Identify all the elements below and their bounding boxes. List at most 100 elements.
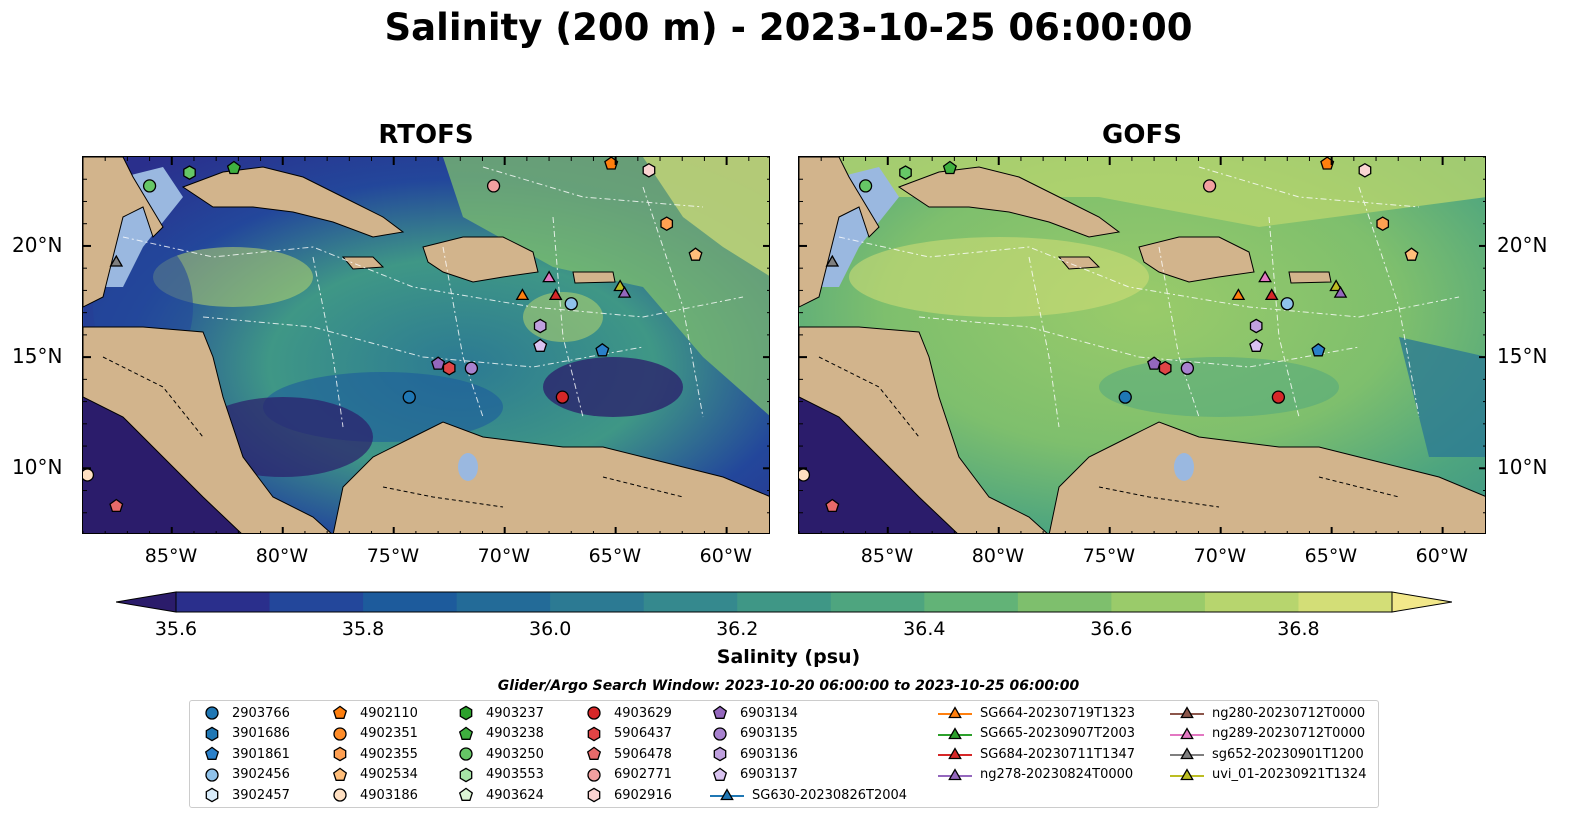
lon-tick-label: 85°W <box>860 545 914 567</box>
legend-label: 4903237 <box>486 705 544 721</box>
triangle-marker-icon <box>1170 747 1204 760</box>
float-marker <box>1404 247 1419 261</box>
legend-item: 6903134 <box>710 703 798 723</box>
lat-tick-label-left: 20°N <box>12 232 63 257</box>
legend-item: SG665-20230907T2003 <box>938 724 1135 744</box>
legend-item: 5906478 <box>584 744 672 764</box>
legend-item: ng280-20230712T0000 <box>1170 703 1365 723</box>
float-marker <box>1311 342 1326 357</box>
colorbar-tick-label: 36.0 <box>528 618 572 640</box>
legend-label: uvi_01-20230921T1324 <box>1212 767 1367 782</box>
float-marker <box>533 318 547 334</box>
legend-item: 2903766 <box>202 703 290 723</box>
colorbar-cell <box>1298 592 1393 612</box>
legend-label: 6903134 <box>740 705 798 721</box>
hexagon-marker-icon <box>713 746 727 762</box>
lon-tick-label: 85°W <box>144 545 198 567</box>
legend-marker <box>587 726 601 741</box>
legend-label: 6902771 <box>614 767 672 782</box>
legend-item: 6903135 <box>710 724 798 744</box>
legend-item: 3901861 <box>202 744 290 764</box>
colorbar-cell <box>830 592 925 612</box>
triangle-marker-icon <box>938 706 972 719</box>
float-marker <box>1118 390 1132 404</box>
float-marker <box>1376 216 1390 232</box>
circle-marker-icon <box>333 726 347 741</box>
colorbar-tick-label: 35.6 <box>154 618 198 640</box>
legend-label: 4903186 <box>360 787 418 803</box>
float-marker <box>1249 318 1263 334</box>
lat-tick-label-right: 20°N <box>1497 232 1548 257</box>
float-marker <box>825 498 840 513</box>
legend-item: 4903250 <box>456 744 544 764</box>
colorbar-cell <box>737 592 832 612</box>
legend-marker <box>586 746 602 760</box>
pentagon-marker-icon <box>332 705 348 719</box>
colorbar-cell <box>1204 592 1299 612</box>
legend-label: 4903250 <box>486 746 544 762</box>
triangle-marker-icon <box>710 788 744 801</box>
rtofs-map <box>82 156 770 534</box>
legend-marker <box>1180 706 1194 719</box>
float-marker <box>533 338 548 352</box>
panel-title-rtofs: RTOFS <box>378 120 474 150</box>
hexagon-marker-icon <box>205 726 219 741</box>
float-marker <box>555 390 570 404</box>
legend-item: ng289-20230712T0000 <box>1170 724 1365 744</box>
legend-marker <box>458 726 474 740</box>
legend-marker <box>205 726 219 741</box>
lon-tick-label: 80°W <box>255 545 309 567</box>
legend-item: 4902351 <box>330 724 418 744</box>
float-marker <box>660 216 674 232</box>
float-marker <box>564 297 578 311</box>
float-marker <box>464 361 479 375</box>
hexagon-marker-icon <box>459 705 473 721</box>
legend-marker <box>459 767 473 782</box>
legend-marker <box>333 746 347 762</box>
legend-marker <box>458 787 474 801</box>
legend-label: 5906437 <box>614 726 672 741</box>
lon-tick-label: 70°W <box>477 545 531 567</box>
lon-tick-label: 80°W <box>971 545 1025 567</box>
lon-tick-label: 75°W <box>1082 545 1136 567</box>
lon-tick-label: 60°W <box>699 545 753 567</box>
float-marker <box>1249 338 1264 352</box>
legend-marker <box>713 726 727 741</box>
float-marker <box>183 165 196 180</box>
legend-marker <box>587 767 601 782</box>
float-marker <box>688 247 703 261</box>
lon-tick-label: 60°W <box>1415 545 1469 567</box>
legend-label: 2903766 <box>232 705 290 721</box>
legend-label: 6902916 <box>614 787 672 803</box>
float-marker <box>1147 356 1162 370</box>
float-marker <box>1258 270 1272 283</box>
lat-tick-label-right: 15°N <box>1497 344 1548 369</box>
legend-label: 4902110 <box>360 705 418 721</box>
legend-item: uvi_01-20230921T1324 <box>1170 765 1366 785</box>
float-marker <box>1231 288 1246 301</box>
legend-label: 4902355 <box>360 746 418 762</box>
triangle-marker-icon <box>1170 726 1204 739</box>
legend-marker <box>948 706 962 719</box>
legend-item: 4903624 <box>456 785 544 805</box>
rtofs-markers <box>83 157 703 513</box>
legend-item: 4902355 <box>330 744 418 764</box>
legend-label: 4902351 <box>360 726 418 741</box>
float-marker <box>613 279 627 292</box>
legend-marker <box>205 706 219 720</box>
legend-marker <box>204 746 220 760</box>
legend-label: 3902457 <box>232 787 290 803</box>
legend-item: 5906437 <box>584 724 672 744</box>
legend-label: SG664-20230719T1323 <box>980 705 1136 721</box>
pentagon-marker-icon <box>458 726 474 740</box>
legend-marker <box>205 767 219 782</box>
legend-marker <box>333 788 347 802</box>
float-marker <box>642 162 656 178</box>
legend-marker <box>332 705 348 719</box>
float-marker <box>899 165 912 180</box>
hexagon-marker-icon <box>333 746 347 762</box>
legend-item: ng278-20230824T0000 <box>938 765 1133 785</box>
legend-marker <box>205 787 219 803</box>
legend-label: 4903624 <box>486 787 544 803</box>
lon-tick-label: 70°W <box>1193 545 1247 567</box>
